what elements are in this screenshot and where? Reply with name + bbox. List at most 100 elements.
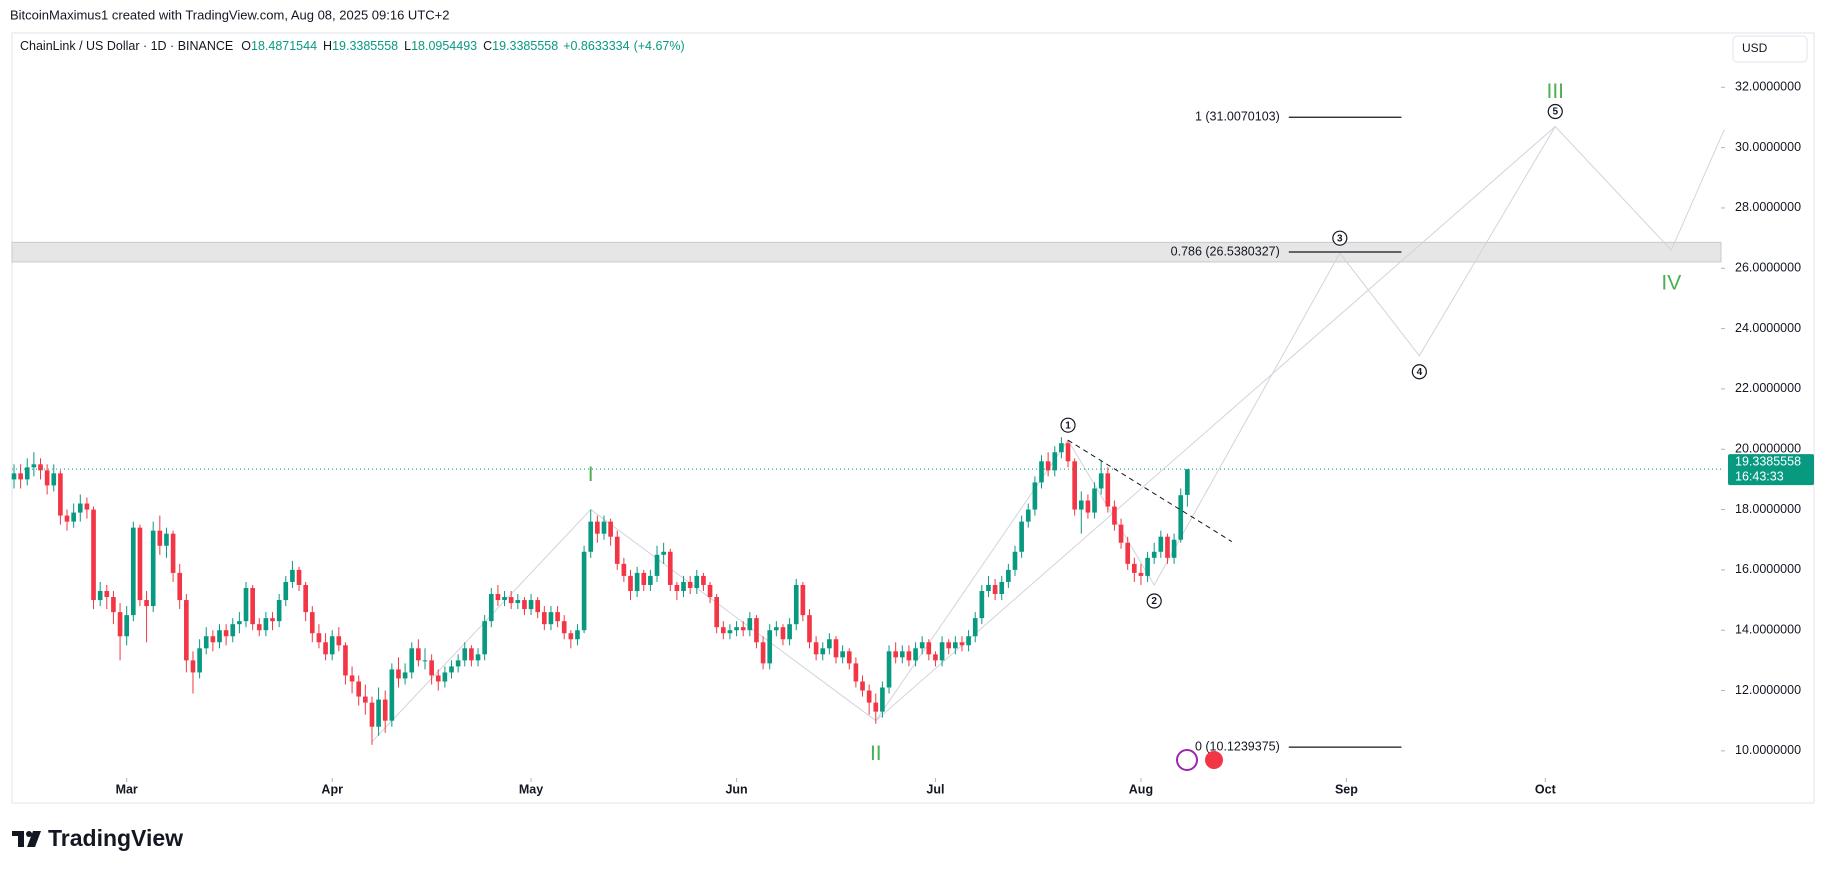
candle-body — [376, 699, 381, 727]
candle-body — [674, 584, 680, 591]
y-tick-label: 16.0000000 — [1735, 562, 1801, 576]
x-tick-label: Jun — [725, 782, 747, 796]
candle-body — [1032, 482, 1038, 510]
candle-body — [528, 600, 534, 610]
candle-body — [787, 624, 792, 640]
fib-label: 0.786 (26.5380327) — [1171, 244, 1280, 258]
y-tick-label: 28.0000000 — [1735, 200, 1801, 214]
event-icon[interactable] — [1203, 749, 1225, 771]
candle-body — [164, 533, 169, 546]
candle-body — [853, 663, 859, 682]
currency: USD — [1742, 41, 1768, 55]
candle-body — [734, 627, 739, 631]
candle-body — [760, 642, 766, 664]
candle-body — [190, 660, 196, 673]
x-tick-label: Apr — [321, 782, 343, 796]
candle-body — [250, 587, 255, 625]
candle-body — [1012, 551, 1018, 570]
currency-box[interactable] — [1732, 35, 1808, 63]
candle-body — [38, 464, 43, 471]
chart-frame — [11, 32, 1815, 804]
candle-body — [754, 618, 759, 643]
candle-body — [369, 702, 375, 727]
x-tick-label: Sep — [1335, 782, 1358, 796]
candle-body — [482, 621, 487, 655]
candle-body — [177, 572, 183, 601]
candle-body — [701, 575, 706, 585]
candle-body — [1105, 473, 1111, 507]
candle-body — [747, 618, 753, 631]
candle-body — [608, 521, 613, 537]
candle-body — [1059, 443, 1064, 453]
zone — [11, 241, 1722, 263]
candle-body — [58, 473, 63, 516]
candle-body — [588, 521, 594, 552]
candle-body — [614, 536, 620, 564]
candle-body — [111, 597, 116, 613]
candle-body — [634, 572, 640, 591]
candle-body — [972, 618, 978, 637]
candle-body — [707, 584, 713, 598]
fib-label: 1 (31.0070103) — [1195, 110, 1280, 124]
candle-body — [488, 594, 494, 622]
legend-key: L — [404, 39, 411, 53]
candle-body — [1006, 569, 1011, 582]
candle-body — [184, 600, 189, 661]
candle-body — [568, 633, 574, 640]
candle-body — [1151, 551, 1157, 558]
candle-body — [648, 575, 653, 585]
candle-body — [661, 551, 666, 555]
candle-body — [774, 627, 779, 631]
candle-body — [780, 627, 786, 640]
last-price-label: 19.3385558 — [1735, 454, 1801, 468]
candle-body — [992, 584, 998, 595]
candle-body — [389, 669, 395, 721]
candle-body — [966, 636, 971, 646]
candle-body — [435, 675, 441, 682]
candle-body — [449, 666, 454, 673]
candle-body — [316, 633, 322, 643]
candle-body — [720, 627, 726, 634]
candle-body — [276, 600, 282, 622]
candle-body — [694, 575, 700, 588]
y-tick-label: 18.0000000 — [1735, 502, 1801, 516]
candle-body — [681, 581, 686, 591]
candle-body — [542, 612, 547, 625]
candle-body — [263, 618, 269, 631]
candle-body — [1078, 500, 1084, 510]
candle-body — [137, 527, 143, 601]
logo: TradingView — [12, 825, 183, 851]
symbol-legend: ChainLink / US Dollar · 1D · BINANCE O18.… — [20, 39, 685, 53]
wave-label: III — [1547, 80, 1565, 103]
candle-body — [813, 642, 819, 655]
candle-body — [296, 569, 302, 585]
candle-body — [243, 587, 249, 622]
candle-body — [256, 624, 262, 631]
candle-body — [349, 675, 355, 682]
candle-body — [727, 630, 733, 634]
candle-body — [899, 651, 905, 658]
candle-body — [979, 590, 985, 619]
legend-key: C — [483, 39, 492, 53]
countdown: 16:43:33 — [1735, 469, 1784, 483]
candle-body — [515, 600, 521, 604]
candle-body — [919, 642, 925, 649]
candle-body — [933, 654, 938, 661]
candle-body — [840, 651, 845, 658]
candle-body — [1019, 521, 1024, 552]
candle-body — [290, 569, 295, 582]
candle-body — [667, 551, 673, 585]
candle-body — [1185, 469, 1190, 495]
candle-body — [303, 584, 308, 613]
y-tick-label: 10.0000000 — [1735, 743, 1801, 757]
wave-marker — [1332, 230, 1348, 246]
candle-body — [170, 533, 176, 573]
candle-body — [363, 696, 368, 703]
wave-marker — [1060, 417, 1076, 433]
candle-body — [18, 473, 23, 480]
candle-body — [873, 702, 879, 712]
candle-body — [1052, 452, 1058, 471]
event-icon[interactable] — [1176, 749, 1198, 771]
x-tick-label: Jul — [926, 782, 944, 796]
